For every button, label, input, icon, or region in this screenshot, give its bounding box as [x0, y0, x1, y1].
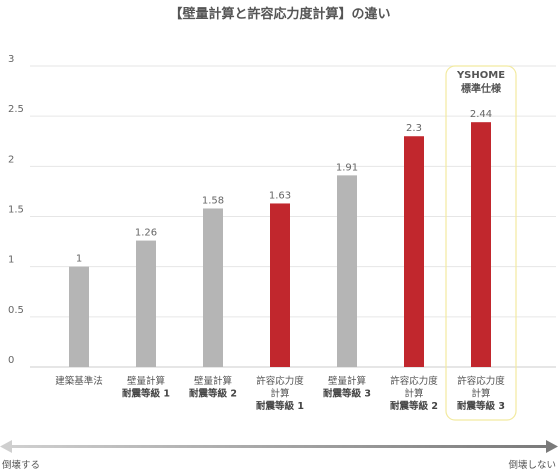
data-label: 1 [76, 254, 82, 265]
bar [203, 208, 223, 367]
x-category-label: 許容応力度 [457, 375, 505, 387]
x-category-label: 耐震等級 2 [390, 400, 438, 412]
y-tick-label: 3 [8, 54, 14, 65]
x-category-label: 建築基準法 [55, 375, 103, 387]
chart-title: 【壁量計算と許容応力度計算】の違い [169, 6, 390, 22]
data-label: 1.26 [135, 228, 157, 239]
x-category-label: 壁量計算 [127, 375, 165, 387]
y-tick-label: 2 [8, 154, 14, 165]
x-category-label: 耐震等級 2 [189, 388, 237, 400]
x-category-label: 耐震等級 3 [457, 400, 505, 412]
highlight-label-brand: YSHOME [456, 70, 505, 81]
bar [337, 175, 357, 367]
arrow-shaft [8, 445, 546, 448]
data-label: 1.63 [269, 190, 291, 201]
x-category-label: 壁量計算 [328, 375, 366, 387]
x-category-label: 許容応力度 [256, 375, 304, 387]
x-category-label: 計算 [404, 388, 423, 400]
data-label: 1.91 [336, 162, 358, 173]
x-category-label: 計算 [270, 388, 289, 400]
y-tick-label: 2.5 [8, 104, 24, 115]
data-label: 2.3 [406, 123, 422, 134]
arrow-right-head [546, 440, 558, 453]
bar [136, 240, 156, 367]
y-tick-label: 0.5 [8, 305, 24, 316]
y-tick-label: 0 [8, 355, 14, 366]
highlight-box [445, 65, 517, 421]
x-category-label: 壁量計算 [194, 375, 232, 387]
x-category-label: 耐震等級 1 [256, 400, 304, 412]
bar [471, 122, 491, 367]
x-category-label: 耐震等級 1 [122, 388, 170, 400]
severity-arrow [0, 440, 558, 453]
x-category-label: 耐震等級 3 [323, 388, 371, 400]
bar [69, 266, 89, 367]
bar [270, 203, 290, 367]
y-tick-label: 1.5 [8, 205, 24, 216]
x-category-label: 計算 [471, 388, 490, 400]
y-tick-label: 1 [8, 255, 14, 266]
arrow-right-label: 倒壊しない [508, 459, 556, 471]
bar [404, 136, 424, 367]
highlight-label-spec: 標準仕様 [461, 82, 502, 95]
data-label: 2.44 [470, 109, 492, 120]
arrow-left-label: 倒壊する [2, 459, 40, 471]
arrow-left-head [0, 440, 12, 453]
x-category-label: 許容応力度 [390, 375, 438, 387]
data-label: 1.58 [202, 195, 224, 206]
